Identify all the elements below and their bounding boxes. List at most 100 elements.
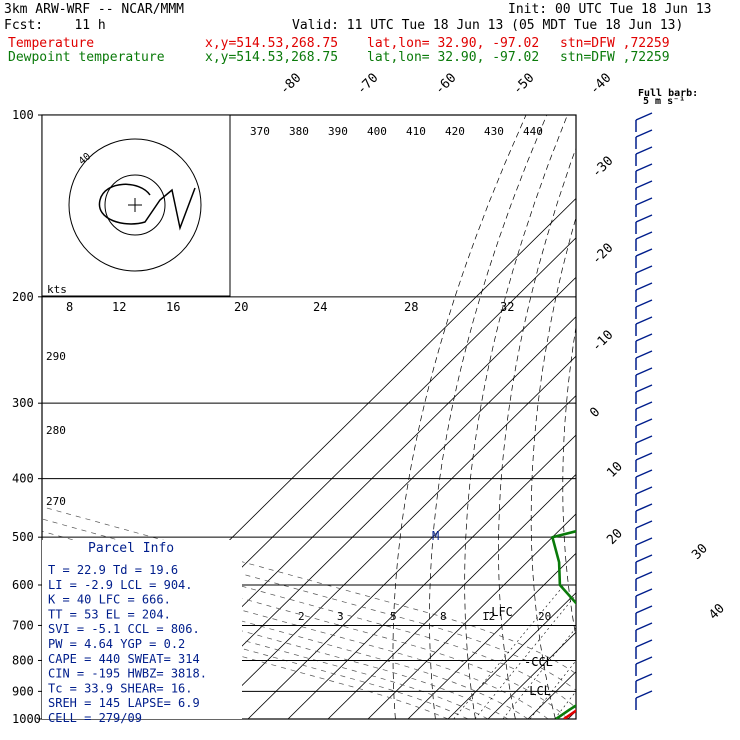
parcel-info-row: K = 40 LFC = 666.: [48, 593, 171, 607]
dry-adiabat: [733, 115, 740, 719]
wind-barb-flag: [635, 231, 653, 240]
isotherm-line: [648, 115, 740, 719]
plot-frame: [41, 114, 577, 720]
dry-adiabat: [623, 115, 676, 719]
pressure-label: 700: [12, 618, 34, 632]
theta-label: 400: [367, 125, 387, 138]
curve-group: [551, 529, 576, 719]
forecast-hour: Fcst: 11 h: [4, 18, 106, 33]
temperature-legend: Temperature: [8, 36, 95, 51]
isotherm-line: [688, 115, 740, 719]
parcel-info-title: Parcel Info: [88, 541, 174, 556]
wind-barb-flag: [635, 265, 653, 274]
parcel-info-box: Parcel Info T = 22.9 Td = 19.6LI = -2.9 L…: [42, 540, 242, 725]
wind-barb-flag: [635, 656, 653, 665]
parcel-info-row: T = 22.9 Td = 19.6: [48, 563, 178, 577]
temperature-xy: x,y=514.53,268.75: [205, 36, 339, 51]
wind-barb-flag: [635, 180, 653, 189]
mixing-ratio-label: 5: [390, 610, 397, 623]
isotherm-label: 10: [604, 459, 626, 481]
theta-label: 430: [484, 125, 504, 138]
isotherm-line: [608, 115, 740, 719]
wind-barb-flag: [635, 367, 653, 376]
mixing-ratio-line: [554, 690, 576, 719]
theta-label: 290: [46, 350, 66, 363]
ccl-marker: -CCL: [524, 655, 553, 669]
moist-adiabat: [42, 593, 469, 719]
parcel-info-row: LI = -2.9 LCL = 904.: [48, 578, 193, 592]
theta-label: 420: [445, 125, 465, 138]
parcel-info-row: SREH = 145 LAPSE= 6.9: [48, 696, 200, 710]
moist-adiabat: [42, 584, 489, 719]
wind-barb-flag: [635, 571, 653, 580]
dewpoint-line: [551, 529, 576, 719]
dry-adiabat: [530, 216, 576, 719]
pressure-label: 100: [12, 108, 34, 122]
moist-adiabat: [42, 530, 576, 709]
wind-barb-flag: [635, 690, 653, 699]
wind-barb-flag: [635, 503, 653, 512]
isotherm-label: -30: [589, 154, 616, 181]
theta-label: 410: [406, 125, 426, 138]
theta-label: 380: [289, 125, 309, 138]
wind-barb-flag: [635, 197, 653, 206]
isotherm-label: -60: [432, 71, 459, 98]
barb-legend-line2: 5 m s⁻¹: [643, 96, 685, 107]
isotherm-label: -40: [587, 71, 614, 98]
pressure-label: 400: [12, 472, 34, 486]
mixing-ratio-label: 12: [482, 610, 495, 623]
pressure-label: 900: [12, 684, 34, 698]
parcel-info-row: CAPE = 440 SWEAT= 314: [48, 652, 200, 666]
temperature-latlon: lat,lon= 32.90, -97.02: [367, 36, 540, 51]
dry-adiabat: [429, 115, 548, 719]
temperature-line: [563, 709, 576, 719]
valid-time: Valid: 11 UTC Tue 18 Jun 13 (05 MDT Tue …: [292, 18, 684, 33]
dry-adiabat: [706, 115, 740, 719]
isotherm-line: [407, 552, 576, 719]
parcel-info-row: CIN = -195 HWBZ= 3818.: [48, 667, 207, 681]
mixing-ratio-label: 3: [337, 610, 344, 623]
wind-barb-flag: [635, 537, 653, 546]
model-title: 3km ARW-WRF -- NCAR/MMM: [4, 2, 185, 17]
theta-label: 280: [46, 424, 66, 437]
lcl-marker: -LCL: [522, 684, 551, 698]
isotherm-label: 30: [689, 541, 711, 563]
hodograph-speed-label: 20: [234, 300, 248, 314]
isotherm-label: -70: [354, 71, 381, 98]
sounding-curves: [551, 529, 576, 719]
isotherm-label: 20: [604, 526, 626, 548]
hodograph-speed-label: 8: [66, 300, 73, 314]
isotherm-line: [327, 473, 576, 719]
dry-adiabat: [464, 115, 568, 719]
isotherm-label: -50: [510, 71, 537, 98]
isotherm-line: [527, 671, 576, 719]
pressure-label: 800: [12, 653, 34, 667]
pressure-label: 600: [12, 578, 34, 592]
wind-barb-flag: [635, 486, 653, 495]
wind-barb-flag: [635, 282, 653, 291]
wind-barb-flag: [635, 299, 653, 308]
m-marker: M: [432, 529, 439, 543]
dry-adiabat: [498, 147, 576, 719]
wind-barb-flag: [635, 452, 653, 461]
isotherm-line: [487, 631, 576, 719]
barb-legend-line1: Full barb:: [638, 88, 698, 99]
isotherm-line: [287, 434, 576, 719]
hodograph-speed-label: 24: [313, 300, 327, 314]
parcel-info-row: Tc = 33.9 SHEAR= 16.: [48, 681, 193, 695]
isotherm-label: 40: [706, 601, 728, 623]
theta-label: 440: [523, 125, 543, 138]
wind-barb-flag: [635, 520, 653, 529]
pressure-label: 300: [12, 396, 34, 410]
dry-adiabat: [593, 115, 650, 719]
isotherm-line: [447, 592, 576, 719]
wind-barb-flag: [635, 605, 653, 614]
wind-barb-flag: [635, 333, 653, 342]
wind-barb-flag: [635, 214, 653, 223]
wind-barb-flag: [635, 622, 653, 631]
wind-barb-flag: [635, 639, 653, 648]
temperature-station: stn=DFW ,72259: [560, 36, 670, 51]
hodograph-speed-label: 12: [112, 300, 126, 314]
wind-barb-flag: [635, 554, 653, 563]
